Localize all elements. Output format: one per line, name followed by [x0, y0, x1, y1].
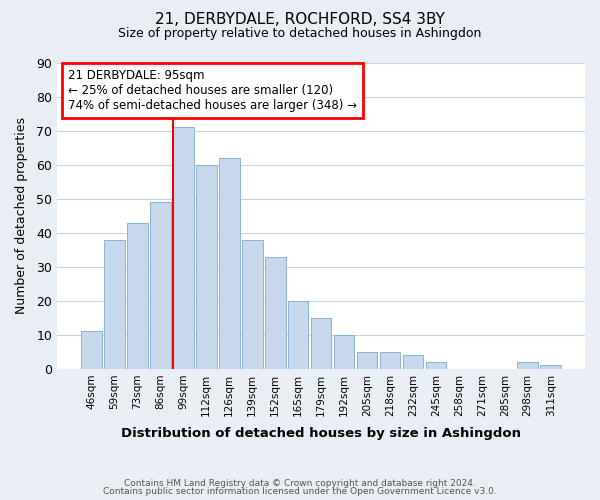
Bar	[127, 222, 148, 369]
Bar	[541, 366, 561, 369]
Text: 21 DERBYDALE: 95sqm
← 25% of detached houses are smaller (120)
74% of semi-detac: 21 DERBYDALE: 95sqm ← 25% of detached ho…	[68, 68, 357, 112]
Text: Contains public sector information licensed under the Open Government Licence v3: Contains public sector information licen…	[103, 487, 497, 496]
Text: 21, DERBYDALE, ROCHFORD, SS4 3BY: 21, DERBYDALE, ROCHFORD, SS4 3BY	[155, 12, 445, 28]
Bar	[334, 335, 355, 369]
Text: Size of property relative to detached houses in Ashingdon: Size of property relative to detached ho…	[118, 28, 482, 40]
Bar	[81, 332, 102, 369]
Bar	[356, 352, 377, 369]
Text: Contains HM Land Registry data © Crown copyright and database right 2024.: Contains HM Land Registry data © Crown c…	[124, 478, 476, 488]
Bar	[403, 356, 423, 369]
Bar	[104, 240, 125, 369]
Bar	[517, 362, 538, 369]
Bar	[288, 301, 308, 369]
Bar	[173, 127, 194, 369]
Bar	[380, 352, 400, 369]
Bar	[242, 240, 263, 369]
Bar	[425, 362, 446, 369]
Bar	[265, 256, 286, 369]
Bar	[150, 202, 171, 369]
Bar	[196, 164, 217, 369]
Bar	[219, 158, 239, 369]
Bar	[311, 318, 331, 369]
X-axis label: Distribution of detached houses by size in Ashingdon: Distribution of detached houses by size …	[121, 427, 521, 440]
Y-axis label: Number of detached properties: Number of detached properties	[15, 117, 28, 314]
